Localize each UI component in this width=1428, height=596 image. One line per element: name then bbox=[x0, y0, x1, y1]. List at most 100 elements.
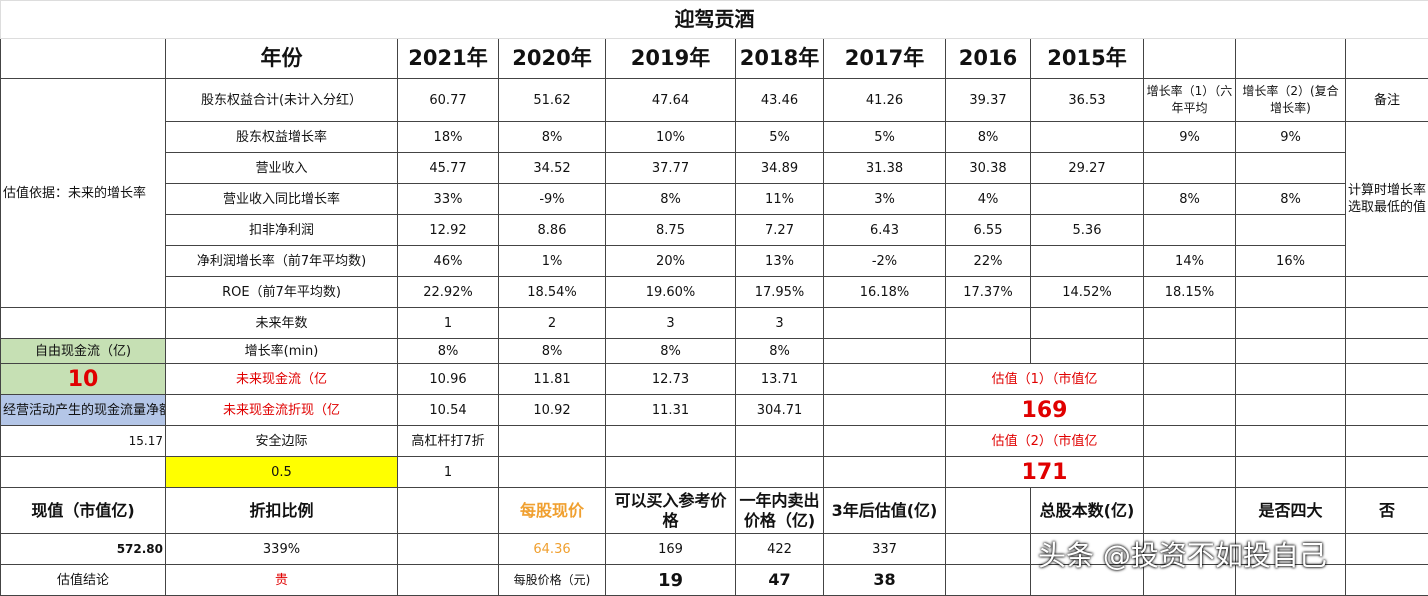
cell: -9% bbox=[499, 184, 606, 215]
empty-cell bbox=[946, 339, 1031, 364]
cell: 未来现金流折现（亿 bbox=[166, 395, 398, 426]
empty-cell bbox=[1144, 364, 1236, 395]
cell: 11.31 bbox=[606, 395, 736, 426]
sheet-row: 现值（市值亿)折扣比例每股现价可以买入参考价格一年内卖出价格（亿)3年后估值(亿… bbox=[1, 488, 1428, 534]
cell: 169 bbox=[946, 395, 1144, 426]
cell: 总股本数(亿) bbox=[1031, 488, 1144, 534]
cell: 15.17 bbox=[1, 426, 166, 457]
empty-cell bbox=[1031, 246, 1144, 277]
cell: 17.95% bbox=[736, 277, 824, 308]
cell: 8% bbox=[606, 184, 736, 215]
cell: 5.36 bbox=[1031, 215, 1144, 246]
cell: 171 bbox=[946, 457, 1144, 488]
cell: 年份 bbox=[166, 39, 398, 79]
cell: 2016 bbox=[946, 39, 1031, 79]
empty-cell bbox=[499, 426, 606, 457]
cell: 10.96 bbox=[398, 364, 499, 395]
cell: 36.53 bbox=[1031, 79, 1144, 122]
cell: 5% bbox=[736, 122, 824, 153]
cell: 贵 bbox=[166, 565, 398, 596]
cell: 折扣比例 bbox=[166, 488, 398, 534]
cell: 31.38 bbox=[824, 153, 946, 184]
cell: 1 bbox=[398, 457, 499, 488]
empty-cell bbox=[1236, 308, 1346, 339]
empty-cell bbox=[824, 426, 946, 457]
cell: 8% bbox=[946, 122, 1031, 153]
cell: 10.92 bbox=[499, 395, 606, 426]
cell: 9% bbox=[1236, 122, 1346, 153]
cell: 46% bbox=[398, 246, 499, 277]
empty-cell bbox=[1346, 426, 1428, 457]
cell: 13.71 bbox=[736, 364, 824, 395]
cell: 现值（市值亿) bbox=[1, 488, 166, 534]
empty-cell bbox=[1346, 39, 1428, 79]
cell: 2019年 bbox=[606, 39, 736, 79]
empty-cell bbox=[398, 565, 499, 596]
cell: 19 bbox=[606, 565, 736, 596]
cell: 30.38 bbox=[946, 153, 1031, 184]
cell: 8% bbox=[499, 122, 606, 153]
cell: 8% bbox=[1236, 184, 1346, 215]
cell: 11% bbox=[736, 184, 824, 215]
cell: 422 bbox=[736, 534, 824, 565]
cell: 60.77 bbox=[398, 79, 499, 122]
cell: 9% bbox=[1144, 122, 1236, 153]
empty-cell bbox=[1346, 308, 1428, 339]
empty-cell bbox=[946, 488, 1031, 534]
cell: 估值（1）（市值亿 bbox=[946, 364, 1144, 395]
cell: 增长率（2）(复合增长率) bbox=[1236, 79, 1346, 122]
empty-cell bbox=[1144, 457, 1236, 488]
empty-cell bbox=[1, 308, 166, 339]
empty-cell bbox=[1031, 122, 1144, 153]
empty-cell bbox=[606, 457, 736, 488]
cell: 29.27 bbox=[1031, 153, 1144, 184]
empty-cell bbox=[824, 364, 946, 395]
sheet-title: 迎驾贡酒 bbox=[1, 1, 1428, 39]
cell: 572.80 bbox=[1, 534, 166, 565]
empty-cell bbox=[1031, 339, 1144, 364]
cell: 16% bbox=[1236, 246, 1346, 277]
empty-cell bbox=[1144, 395, 1236, 426]
cell: 备注 bbox=[1346, 79, 1428, 122]
empty-cell bbox=[1236, 457, 1346, 488]
cell: 股东权益合计(未计入分红） bbox=[166, 79, 398, 122]
cell: 每股价格（元) bbox=[499, 565, 606, 596]
empty-cell bbox=[1236, 39, 1346, 79]
cell: 一年内卖出价格（亿) bbox=[736, 488, 824, 534]
cell: 18.15% bbox=[1144, 277, 1236, 308]
cell: 8% bbox=[499, 339, 606, 364]
cell: 47.64 bbox=[606, 79, 736, 122]
cell: 33% bbox=[398, 184, 499, 215]
empty-cell bbox=[398, 534, 499, 565]
cell: 3 bbox=[736, 308, 824, 339]
cell: 8% bbox=[398, 339, 499, 364]
empty-cell bbox=[946, 308, 1031, 339]
cell: 增长率(min) bbox=[166, 339, 398, 364]
cell: 22% bbox=[946, 246, 1031, 277]
empty-cell bbox=[1346, 565, 1428, 596]
cell: 45.77 bbox=[398, 153, 499, 184]
empty-cell bbox=[1346, 457, 1428, 488]
cell: 8.86 bbox=[499, 215, 606, 246]
empty-cell bbox=[1346, 534, 1428, 565]
cell: 8.75 bbox=[606, 215, 736, 246]
cell: 股东权益增长率 bbox=[166, 122, 398, 153]
cell: 8% bbox=[736, 339, 824, 364]
empty-cell bbox=[1144, 215, 1236, 246]
cell: -2% bbox=[824, 246, 946, 277]
empty-cell bbox=[1346, 339, 1428, 364]
empty-cell bbox=[1144, 488, 1236, 534]
empty-cell bbox=[1236, 364, 1346, 395]
cell: ROE（前7年平均数) bbox=[166, 277, 398, 308]
cell: 营业收入同比增长率 bbox=[166, 184, 398, 215]
empty-cell bbox=[1144, 39, 1236, 79]
cell: 高杠杆打7折 bbox=[398, 426, 499, 457]
